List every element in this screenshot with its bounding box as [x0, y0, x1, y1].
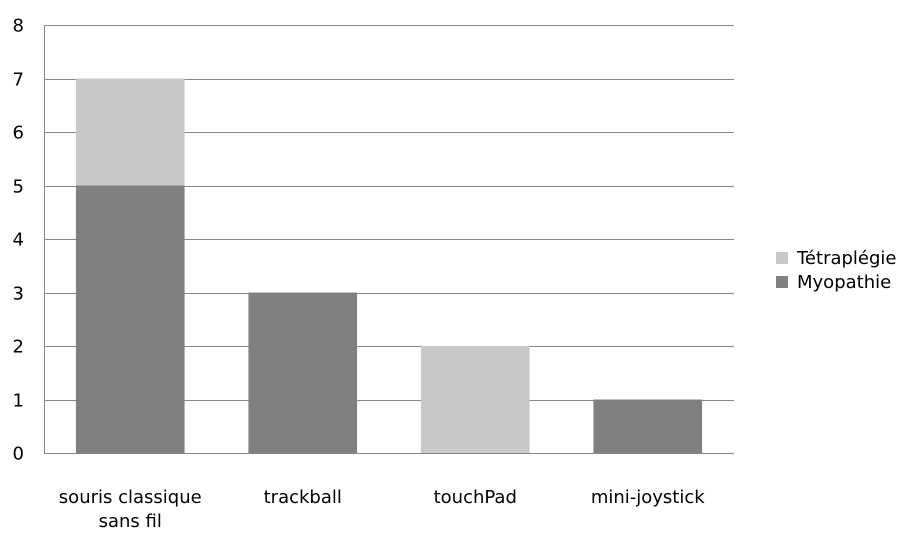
y-tick-label: 1 — [13, 391, 24, 412]
y-tick-label: 4 — [13, 230, 24, 251]
bar-myopathie-1 — [248, 292, 358, 453]
y-axis: 0 1 2 3 4 5 6 7 8 — [13, 16, 45, 465]
y-tick-label: 8 — [13, 16, 24, 37]
y-tick-label: 5 — [13, 177, 24, 198]
legend: Tétraplégie Myopathie — [776, 248, 897, 293]
x-tick-label: souris classique — [59, 487, 202, 508]
x-axis: souris classique sans fil trackball touchPa… — [59, 487, 705, 532]
y-tick-label: 3 — [13, 284, 24, 305]
x-tick-label: sans fil — [99, 511, 162, 532]
y-tick-label: 2 — [13, 337, 24, 358]
x-tick-label: mini-joystick — [591, 487, 705, 508]
legend-label-tétraplégie: Tétraplégie — [796, 248, 897, 269]
x-tick-label: trackball — [264, 487, 342, 508]
bar-myopathie-0 — [75, 185, 185, 453]
y-tick-label: 6 — [13, 123, 24, 144]
legend-label-myopathie: Myopathie — [797, 272, 891, 293]
legend-swatch-tétraplégie — [776, 252, 788, 264]
y-tick-label: 0 — [13, 444, 24, 465]
bar-tétraplégie-2 — [420, 346, 530, 453]
bar-myopathie-3 — [593, 399, 703, 453]
x-tick-label: touchPad — [434, 487, 517, 508]
bar-tétraplégie-0 — [75, 78, 185, 186]
y-tick-label: 7 — [13, 70, 24, 91]
legend-swatch-myopathie — [776, 276, 788, 288]
bars — [75, 78, 703, 453]
